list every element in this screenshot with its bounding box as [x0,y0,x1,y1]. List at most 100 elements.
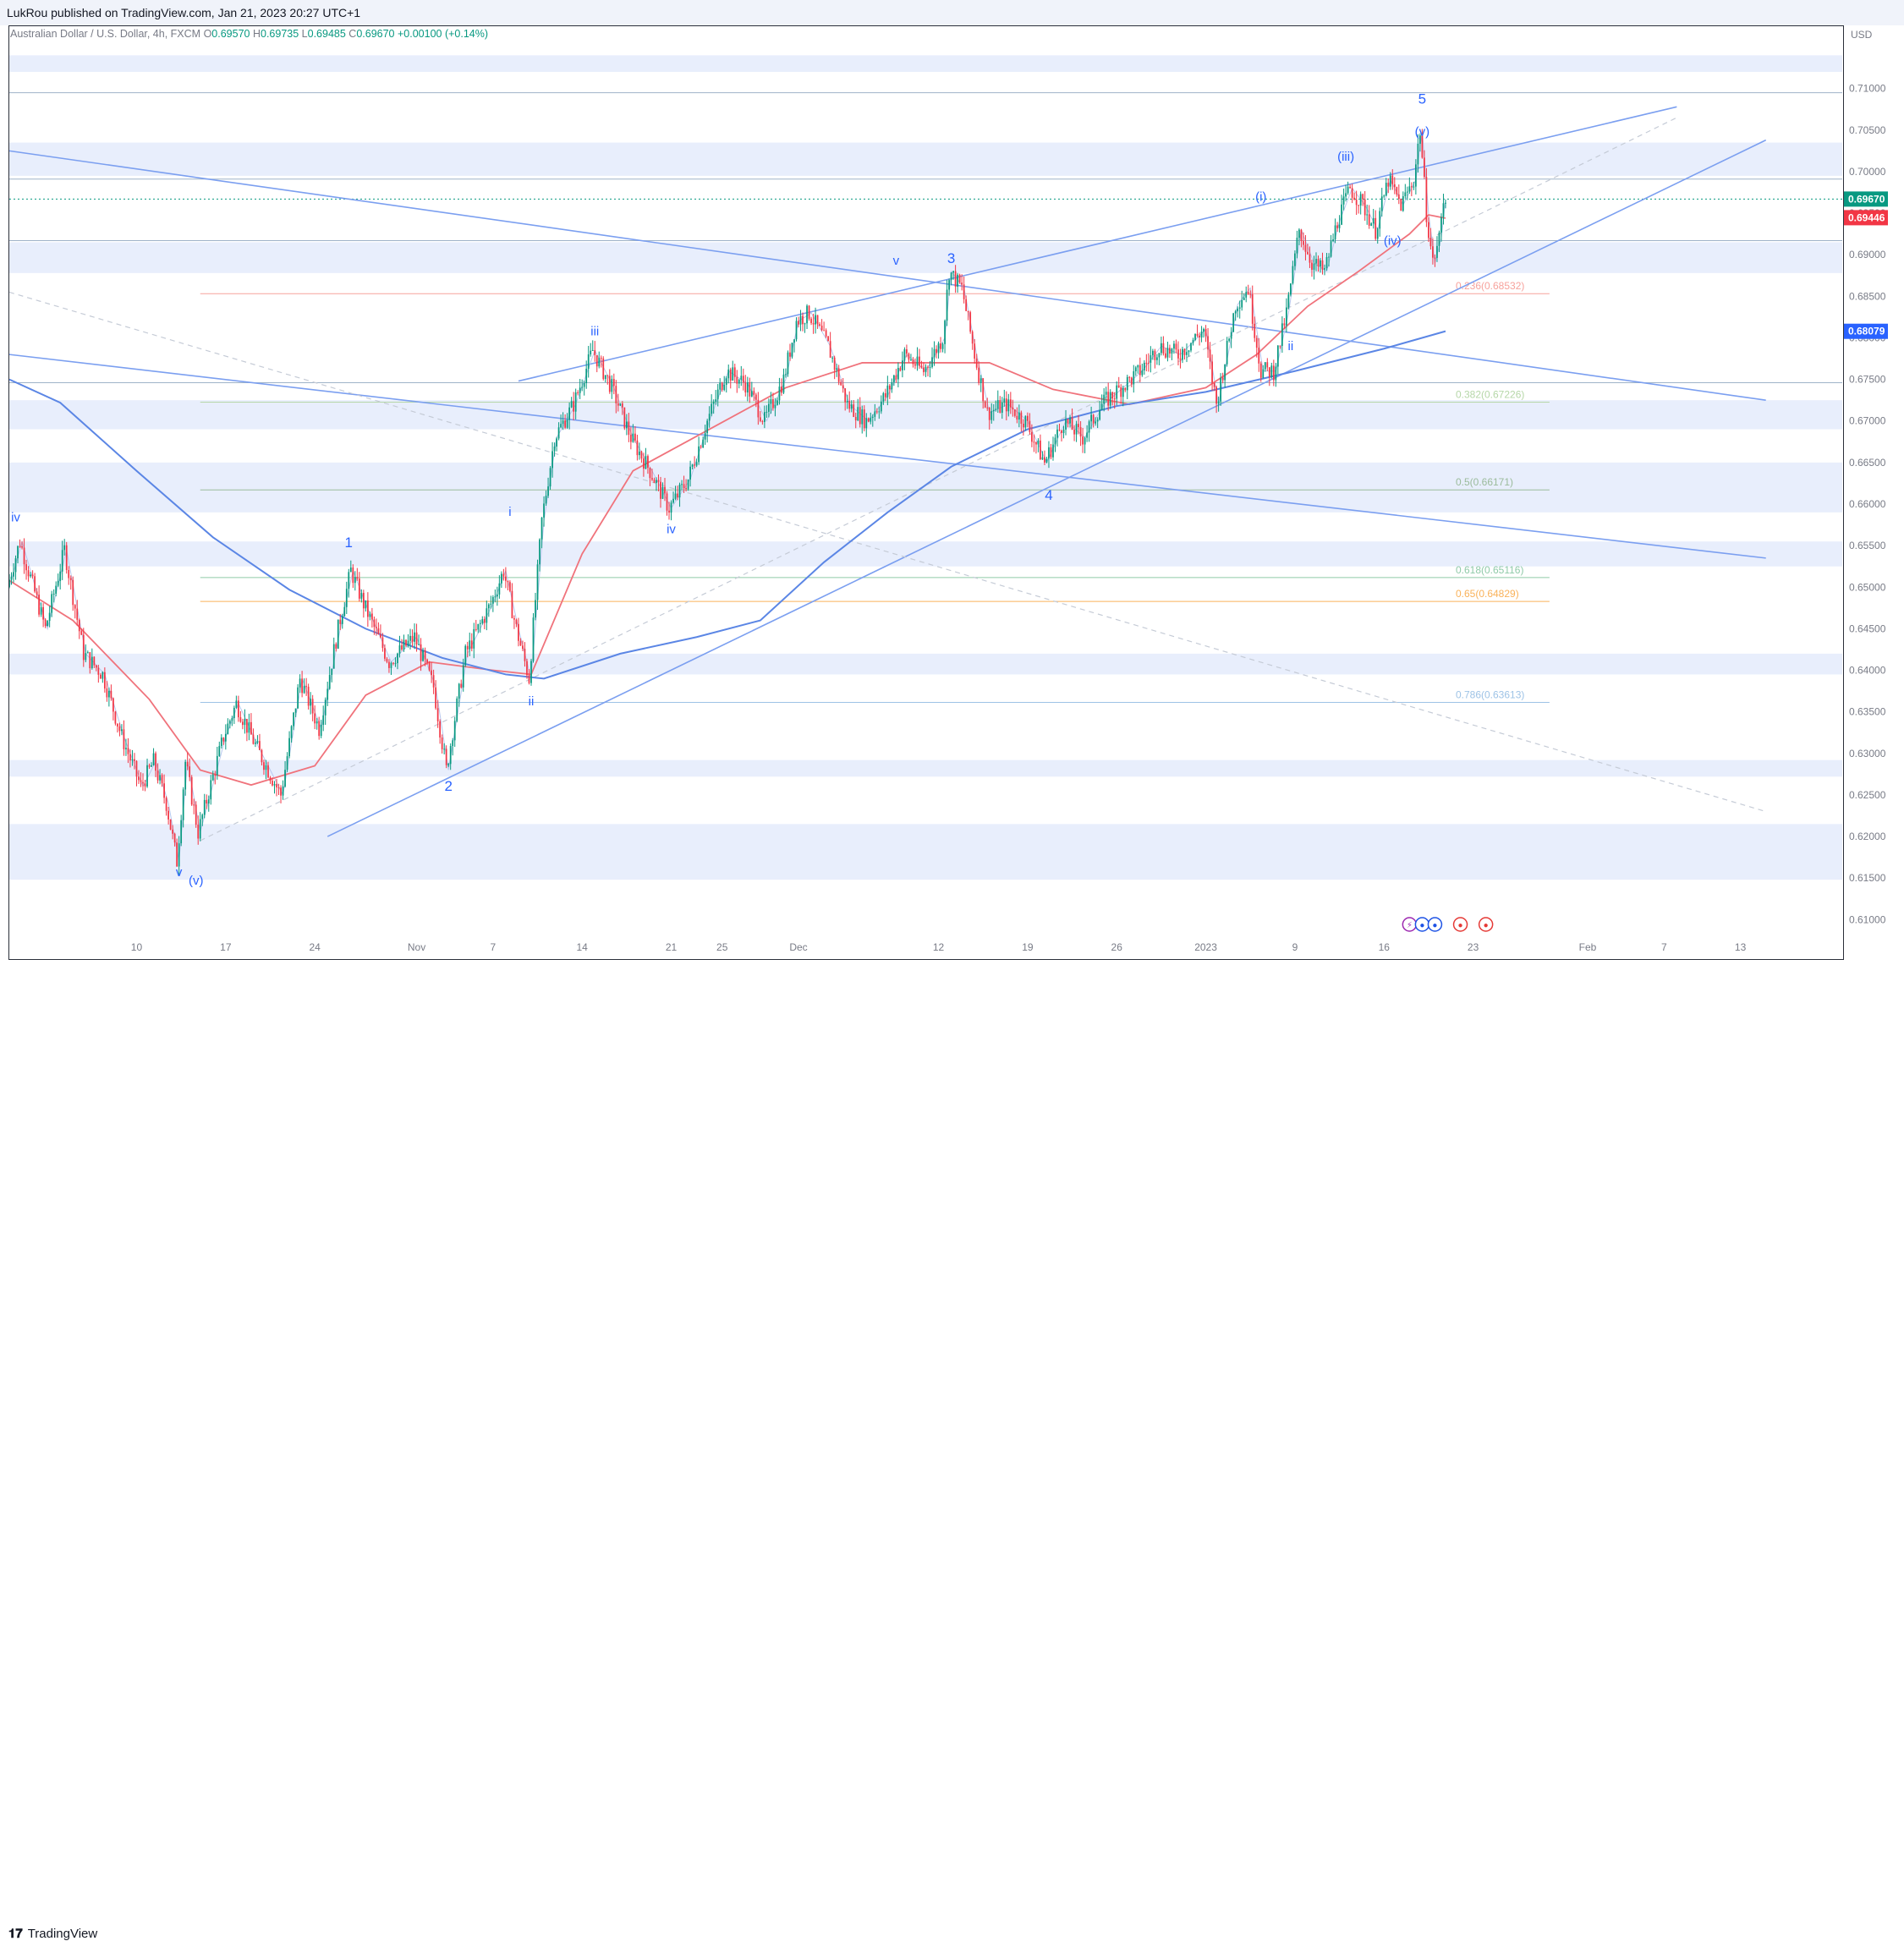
candle-body [1275,366,1277,381]
candle-body [384,648,386,659]
candle-body [1419,135,1421,144]
candle-body [1402,195,1404,211]
candle-body [984,401,986,408]
price-chart[interactable]: 0.236(0.68532) 0.382(0.67226) 0.5(0.66171)… [0,0,1904,960]
candle-body [1341,204,1342,225]
wave-label: (iv) [1384,233,1402,248]
candle-body [1429,238,1432,247]
trendline [518,106,1677,382]
candle-body [825,330,827,337]
candle-body [102,672,104,679]
candle-body [1001,402,1003,413]
candle-body [1424,157,1425,178]
candle-body [169,819,172,830]
symbol-legend[interactable]: Australian Dollar / U.S. Dollar, 4h, FXC… [10,28,488,40]
candle-body [1154,350,1156,360]
candle-body [916,356,919,366]
candle-body [173,833,176,843]
candle-body [403,639,405,650]
candle-body [878,411,881,413]
candle-body [332,644,335,669]
candle-body [381,637,384,649]
candle-body [990,411,993,420]
candle-body [91,656,93,669]
candle-body [190,776,193,805]
candle-body [117,723,118,727]
candle-body [310,699,312,706]
candle-body [269,777,272,781]
candle-body [545,496,547,504]
candle-body [182,789,184,820]
candle-body [978,367,980,383]
candle-body [553,447,556,452]
candle-body [99,674,102,679]
brand-name: TradingView [27,1926,98,1941]
candle-body [1175,343,1177,350]
candle-body [656,480,657,483]
candle-body [540,517,543,540]
candle-body [456,698,458,721]
candle-body [1117,385,1120,387]
candle-body [1062,429,1065,434]
wave-label: ii [529,694,535,709]
candle-body [681,484,683,485]
candle-body [1103,394,1106,404]
candle-body [447,764,450,765]
symbol-name[interactable]: Australian Dollar / U.S. Dollar, 4h, FXC… [10,28,201,40]
candle-body [507,580,509,583]
candle-body [925,366,927,373]
candle-body [394,663,397,665]
candle-body [82,634,85,661]
candle-body [530,661,532,683]
candle-body [1406,191,1408,193]
candle-body [1379,211,1381,229]
candle-body [477,623,480,630]
price-tick-label: 0.65500 [1849,540,1886,551]
candle-body [401,645,403,650]
candle-body [176,842,178,867]
candle-body [398,645,401,654]
candle-body [666,493,668,511]
price-tick-label: 0.64500 [1849,622,1886,634]
candle-body [579,387,581,393]
candle-body [670,502,672,513]
candle-body [282,786,284,796]
candle-body [380,634,381,638]
candle-body [224,733,227,742]
time-tick-label: Feb [1579,941,1597,953]
candle-body [683,484,685,489]
candle-body [1300,229,1303,242]
candle-body [1421,135,1424,158]
candle-body [912,359,914,365]
candle-body [290,726,293,738]
price-tick-label: 0.64000 [1849,665,1886,677]
tradingview-brand[interactable]: 𝟏𝟕 TradingView [8,1926,97,1941]
candle-body [1311,262,1313,270]
candle-body [704,433,706,440]
candle-body [1370,223,1373,226]
candle-body [89,652,91,669]
candle-body [823,330,825,332]
candle-body [490,603,492,605]
candle-body [392,662,394,664]
candle-body [227,723,229,734]
candle-body [698,446,700,463]
time-tick-label: 14 [577,941,589,953]
candle-body [1120,387,1122,398]
candle-body [1105,392,1107,395]
candle-body [874,411,876,417]
time-tick-label: 12 [933,941,945,953]
price-tag-label: 0.68079 [1848,326,1885,337]
candle-body [723,385,726,391]
candle-body [206,799,208,804]
candle-body [547,486,549,496]
candle-body [288,737,290,757]
candle-body [1067,419,1069,424]
time-tick-label: 9 [1292,941,1298,953]
candle-body [1145,362,1148,364]
candle-body [738,379,740,384]
candle-body [744,382,747,392]
candle-body [1372,217,1375,224]
time-tick-label: 7 [491,941,497,953]
candle-body [1254,323,1256,338]
